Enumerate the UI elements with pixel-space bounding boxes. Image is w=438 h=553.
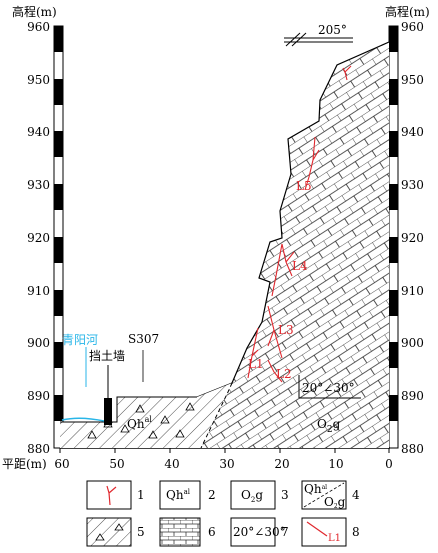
svg-text:Qhal: Qhal [304, 482, 327, 496]
crack-l2 [267, 359, 283, 383]
distance-tick-label: 30 [219, 457, 234, 471]
crack-top [342, 65, 352, 81]
legend-item-5: 5 [86, 517, 145, 547]
svg-text:O2g: O2g [324, 495, 346, 510]
right-tick-label: 930 [401, 178, 424, 192]
legend-item-6: 6 [159, 517, 216, 547]
svg-text:L1: L1 [328, 533, 341, 544]
cracks [247, 65, 352, 383]
legend-item-8: L1 8 [301, 517, 360, 547]
right-tick-label: 920 [401, 231, 424, 245]
left-tick-label: 910 [27, 284, 50, 298]
qh-label: Qhal [127, 415, 152, 431]
strike-label: 205° [318, 23, 347, 37]
o2g-label: O2g [317, 417, 341, 435]
left-axis-title: 高程(m) [12, 4, 57, 19]
crack-labels: L5 L4 L3 L1 L2 [248, 179, 312, 381]
legend-number: 1 [137, 488, 145, 502]
crack-l1 [247, 327, 259, 379]
crack-label: L3 [278, 323, 294, 337]
bottom-axis-title: 平距(m) [2, 457, 47, 471]
right-tick-labels: 960 950 940 930 920 910 900 890 880 [401, 20, 424, 456]
crack-label: L2 [276, 367, 292, 381]
legend-item-3: O2g 3 [230, 480, 289, 510]
dip-annotation: 20°∠30° [298, 375, 361, 399]
distance-tick-label: 10 [328, 457, 343, 471]
legend-item-1: 1 [86, 480, 145, 510]
legend-number: 7 [281, 525, 289, 539]
wall-label: 挡土墙 [89, 349, 125, 363]
legend-item-7: 20°∠30° 7 [230, 517, 289, 547]
svg-text:20°∠30°: 20°∠30° [233, 525, 286, 539]
crack-label: L1 [248, 357, 264, 371]
legend-number: 8 [352, 525, 360, 539]
distance-tick-label: 0 [385, 457, 393, 471]
svg-text:Qhal: Qhal [127, 415, 152, 431]
slope-profile-line [196, 41, 390, 398]
legend-item-4: Qhal O2g 4 [301, 480, 360, 510]
left-tick-label: 940 [27, 125, 50, 139]
distance-tick-label: 50 [109, 457, 124, 471]
svg-text:O2g: O2g [241, 488, 263, 504]
road-label: S307 [128, 332, 159, 346]
crack-label: L4 [292, 259, 308, 273]
dip-label: 20°∠30° [302, 381, 355, 395]
distance-tick-label: 60 [54, 457, 69, 471]
legend-number: 4 [352, 488, 360, 502]
right-elevation-scale [388, 25, 399, 449]
strike-symbol: 205° [284, 23, 353, 47]
left-tick-label: 950 [27, 73, 50, 87]
distance-axis: 60 50 40 30 20 10 0 [54, 447, 393, 471]
distance-tick-label: 40 [164, 457, 179, 471]
legend-number: 6 [208, 525, 216, 539]
right-tick-label: 950 [401, 73, 424, 87]
legend-number: 2 [208, 488, 216, 502]
right-axis-title: 高程(m) [385, 4, 430, 19]
right-tick-label: 880 [401, 442, 424, 456]
crack-l3 [267, 305, 283, 359]
left-tick-label: 900 [27, 336, 50, 350]
right-tick-label: 910 [401, 284, 424, 298]
right-tick-label: 890 [401, 389, 424, 403]
legend-number: 5 [137, 525, 145, 539]
river-label: 青阳河 [62, 333, 98, 347]
right-tick-label: 940 [401, 125, 424, 139]
right-tick-label: 960 [401, 20, 424, 34]
limestone-rock-body [117, 41, 390, 448]
left-tick-label: 920 [27, 231, 50, 245]
retaining-wall [104, 398, 112, 425]
crack-l4 [271, 243, 295, 297]
left-elevation-scale [53, 25, 64, 449]
soil-rock-boundary [200, 382, 233, 449]
svg-text:O2g: O2g [317, 417, 341, 435]
left-tick-label: 960 [27, 20, 50, 34]
left-tick-label: 890 [27, 389, 50, 403]
left-tick-labels: 960 950 940 930 920 910 900 890 880 [27, 20, 50, 456]
river-water-line [61, 417, 105, 422]
left-tick-label: 930 [27, 178, 50, 192]
svg-text:Qhal: Qhal [166, 488, 191, 502]
right-tick-label: 900 [401, 336, 424, 350]
distance-tick-label: 20 [274, 457, 289, 471]
crack-l5 [304, 136, 320, 191]
crack-label: L5 [296, 179, 312, 193]
legend-number: 3 [281, 488, 289, 502]
legend: 1 Qhal 2 O2g 3 Qhal O2g 4 5 6 [86, 480, 360, 547]
legend-item-2: Qhal 2 [159, 480, 216, 510]
left-tick-label: 880 [27, 442, 50, 456]
